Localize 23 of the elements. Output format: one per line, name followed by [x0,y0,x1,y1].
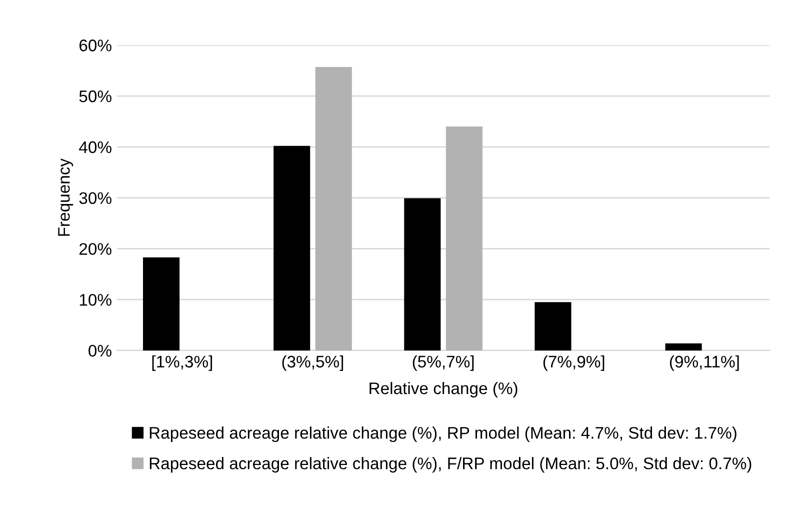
x-tick-label: (3%,5%] [282,355,344,371]
legend-label: Rapeseed acreage relative change (%), RP model (Mean: 4.7%, Std dev: 1.7%) [150,426,736,442]
y-tick-label: 0% [88,344,112,357]
y-tick-label: 40% [79,141,112,154]
y-tick-label: 50% [79,90,112,102]
y-tick-label: 30% [79,192,112,204]
y-axis-title: Frequency [58,158,74,236]
x-axis-title: Relative change (%) [370,382,518,398]
x-tick-label: (9%,11%] [670,355,739,371]
legend-label: Rapeseed acreage relative change (%), F/RP model (Mean: 5.0%, Std dev: 0.7%) [150,457,752,473]
bar [315,67,352,350]
x-tick-label: [1%,3%] [152,355,212,371]
y-tick-label: 60% [80,40,112,52]
bar [274,146,310,350]
x-tick-label: (5%,7%] [412,355,474,371]
bar [142,257,180,350]
bar [534,302,572,350]
bar [446,126,482,350]
y-tick-label: 10% [80,294,112,306]
x-tick-label: (7%,9%] [543,355,604,371]
bar [404,198,441,350]
y-tick-label: 20% [79,243,112,255]
bar [665,343,702,350]
